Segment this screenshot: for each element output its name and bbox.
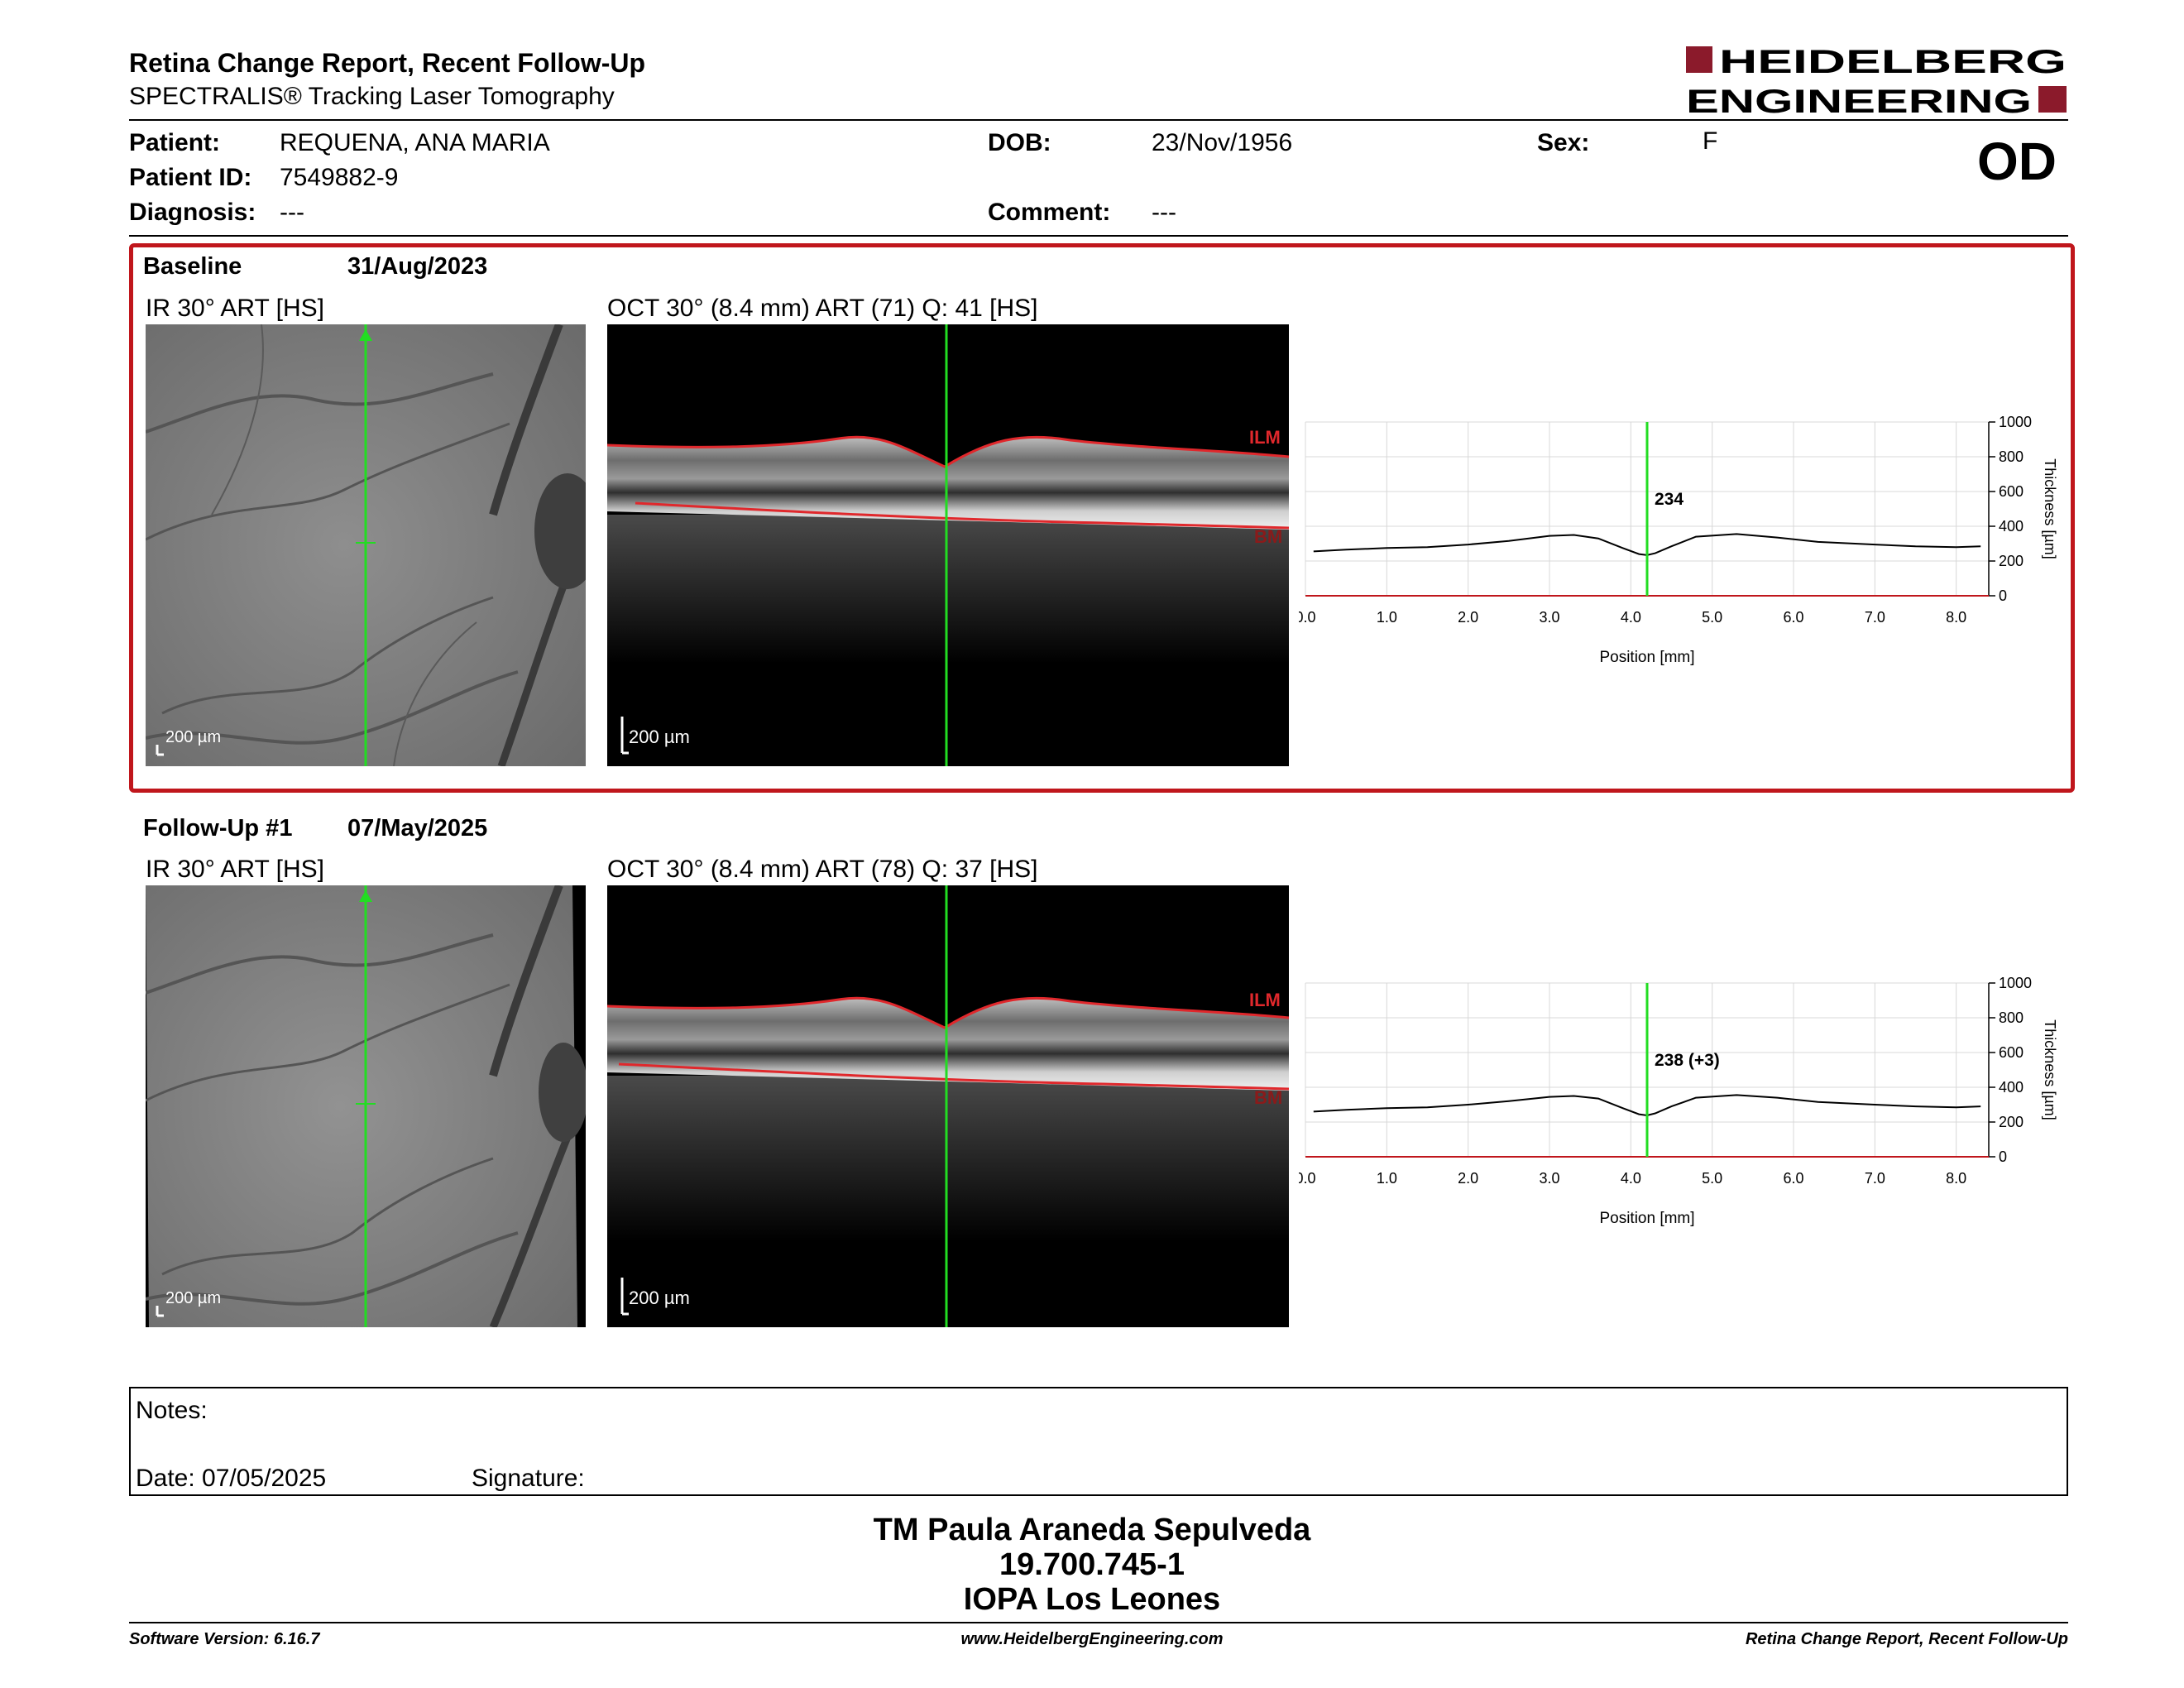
sex-value: F xyxy=(1703,127,1718,155)
y-axis-label: Thickness [µm] xyxy=(2042,1019,2058,1120)
y-tick-label: 800 xyxy=(1999,448,2024,465)
baseline-thickness-chart: 0.0 1.0 2.0 3.0 4.0 5.0 6.0 7.0 8.0 0 200 400 600 800… xyxy=(1299,409,2068,679)
header-rule xyxy=(129,119,2068,121)
diagnosis-label: Diagnosis: xyxy=(129,199,256,226)
followup-oct-caption: OCT 30° (8.4 mm) ART (78) Q: 37 [HS] xyxy=(607,856,1038,883)
followup-thickness-readout: 238 (+3) xyxy=(1655,1051,1720,1070)
eye-indicator: OD xyxy=(1977,132,2057,191)
comment-label: Comment: xyxy=(988,199,1111,226)
baseline-thickness-readout: 234 xyxy=(1655,490,1684,509)
y-tick-label: 1000 xyxy=(1999,975,2032,991)
x-tick-label: 8.0 xyxy=(1946,609,1966,626)
thickness-profile-line xyxy=(1313,533,1981,556)
followup-label: Follow-Up #1 xyxy=(143,815,293,842)
y-axis-label: Thickness [µm] xyxy=(2042,458,2058,559)
logo-line2: ENGINEERING xyxy=(1686,84,2032,117)
patient-name: REQUENA, ANA MARIA xyxy=(280,129,550,156)
y-tick-label: 0 xyxy=(1999,1149,2007,1165)
report-subtitle: SPECTRALIS® Tracking Laser Tomography xyxy=(129,83,615,110)
x-tick-label: 2.0 xyxy=(1458,1170,1478,1187)
clinic-name: IOPA Los Leones xyxy=(963,1582,1221,1617)
footer-report-name: Retina Change Report, Recent Follow-Up xyxy=(1745,1630,2068,1648)
x-tick-label: 2.0 xyxy=(1458,609,1478,626)
footer-rule xyxy=(129,1622,2068,1623)
x-tick-label: 3.0 xyxy=(1539,1170,1559,1187)
baseline-label: Baseline xyxy=(143,253,242,280)
y-tick-label: 600 xyxy=(1999,1044,2024,1061)
followup-ir-scale-label: 200 µm xyxy=(165,1289,222,1307)
x-tick-label: 1.0 xyxy=(1377,1170,1397,1187)
x-axis-label: Position [mm] xyxy=(1599,1210,1694,1227)
x-axis-label: Position [mm] xyxy=(1599,649,1694,666)
x-tick-label: 8.0 xyxy=(1946,1170,1966,1187)
y-tick-label: 200 xyxy=(1999,553,2024,569)
diagnosis-value: --- xyxy=(280,199,304,226)
baseline-ir-caption: IR 30° ART [HS] xyxy=(146,295,324,322)
operator-id: 19.700.745-1 xyxy=(999,1547,1185,1582)
followup-ilm-label: ILM xyxy=(1249,990,1281,1010)
x-tick-label: 6.0 xyxy=(1783,609,1803,626)
thickness-profile-line xyxy=(1313,1094,1981,1117)
followup-oct-bscan-image xyxy=(607,885,1289,1327)
baseline-bm-label: BM xyxy=(1254,526,1283,547)
patient-label: Patient: xyxy=(129,129,221,156)
comment-value: --- xyxy=(1152,199,1176,226)
followup-thickness-chart: 0.0 1.0 2.0 3.0 4.0 5.0 6.0 7.0 8.0 0 200 400 600 800… xyxy=(1299,970,2068,1240)
y-tick-label: 600 xyxy=(1999,483,2024,500)
x-tick-label: 1.0 xyxy=(1377,609,1397,626)
x-tick-label: 6.0 xyxy=(1783,1170,1803,1187)
baseline-oct-scale-label: 200 µm xyxy=(629,727,690,747)
baseline-ir-scale-label: 200 µm xyxy=(165,728,222,746)
baseline-oct-caption: OCT 30° (8.4 mm) ART (71) Q: 41 [HS] xyxy=(607,295,1038,322)
x-tick-label: 0.0 xyxy=(1299,1170,1316,1187)
baseline-ir-fundus-image xyxy=(146,324,586,766)
x-tick-label: 7.0 xyxy=(1865,1170,1885,1187)
patient-id-label: Patient ID: xyxy=(129,164,252,191)
x-tick-label: 3.0 xyxy=(1539,609,1559,626)
followup-oct-scale-label: 200 µm xyxy=(629,1288,690,1308)
baseline-oct-bscan-image xyxy=(607,324,1289,766)
followup-bm-label: BM xyxy=(1254,1087,1283,1108)
x-tick-label: 5.0 xyxy=(1702,609,1722,626)
dob-label: DOB: xyxy=(988,129,1051,156)
notes-date: Date: 07/05/2025 xyxy=(136,1465,327,1492)
baseline-date: 31/Aug/2023 xyxy=(347,253,488,280)
report-title: Retina Change Report, Recent Follow-Up xyxy=(129,48,646,78)
followup-date: 07/May/2025 xyxy=(347,815,488,842)
y-tick-label: 0 xyxy=(1999,587,2007,604)
software-version: Software Version: 6.16.7 xyxy=(129,1630,320,1648)
notes-label: Notes: xyxy=(136,1397,208,1424)
x-tick-label: 4.0 xyxy=(1621,1170,1641,1187)
heidelberg-logo: HEIDELBERG ENGINEERING xyxy=(1686,45,2068,117)
y-tick-label: 400 xyxy=(1999,1079,2024,1096)
y-tick-label: 800 xyxy=(1999,1009,2024,1026)
x-tick-label: 7.0 xyxy=(1865,609,1885,626)
baseline-ilm-label: ILM xyxy=(1249,427,1281,448)
y-tick-label: 200 xyxy=(1999,1114,2024,1130)
y-tick-label: 1000 xyxy=(1999,414,2032,430)
followup-ir-caption: IR 30° ART [HS] xyxy=(146,856,324,883)
patient-rule xyxy=(129,235,2068,237)
notes-box xyxy=(129,1387,2068,1496)
baseline-highlight-box xyxy=(129,243,2075,793)
sex-label: Sex: xyxy=(1537,129,1590,156)
y-tick-label: 400 xyxy=(1999,518,2024,535)
followup-ir-fundus-image xyxy=(146,885,586,1327)
website-link[interactable]: www.HeidelbergEngineering.com xyxy=(960,1630,1224,1648)
signature-label: Signature: xyxy=(472,1465,585,1492)
x-tick-label: 0.0 xyxy=(1299,609,1316,626)
patient-id: 7549882-9 xyxy=(280,164,399,191)
x-tick-label: 4.0 xyxy=(1621,609,1641,626)
dob-value: 23/Nov/1956 xyxy=(1152,129,1293,156)
x-tick-label: 5.0 xyxy=(1702,1170,1722,1187)
operator-name: TM Paula Araneda Sepulveda xyxy=(873,1513,1311,1547)
logo-line1: HEIDELBERG xyxy=(1719,45,2067,80)
